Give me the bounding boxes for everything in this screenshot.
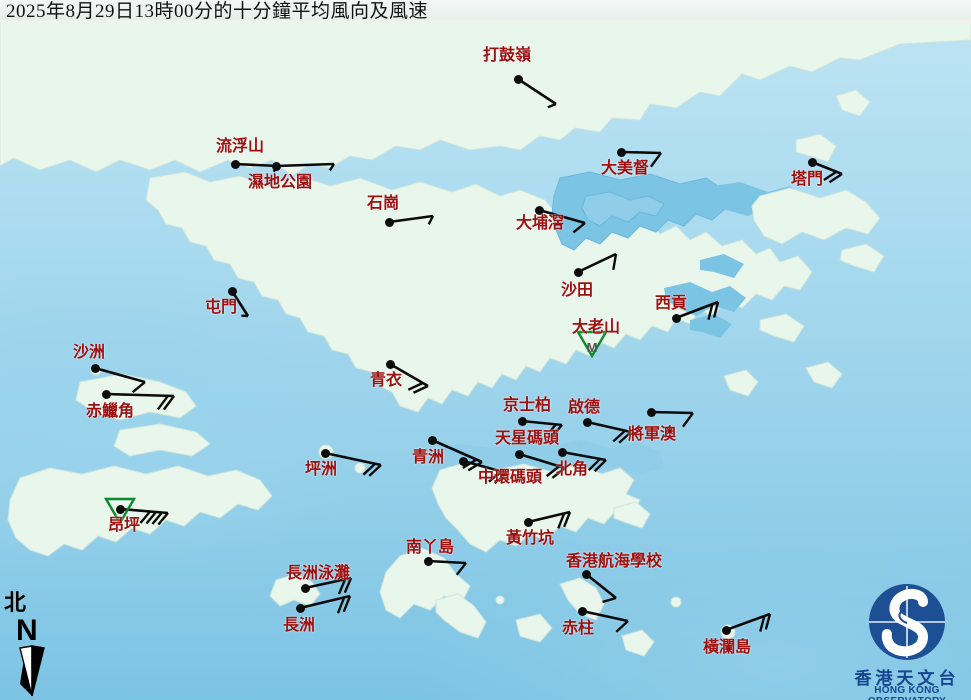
station-dot-icon [514, 449, 524, 459]
station-label: 塔門 [791, 171, 824, 188]
station-label: 赤鱲角 [86, 403, 135, 420]
wind-barb-icon [586, 420, 632, 444]
station-dot-icon [577, 606, 587, 616]
wind-barb-icon [577, 252, 618, 274]
station-label: 青衣 [370, 372, 403, 389]
station-label: 流浮山 [216, 138, 265, 155]
station-dot-icon [423, 556, 433, 566]
wind-barb-icon [324, 451, 382, 477]
station-dot-icon [384, 217, 394, 227]
station-label: 沙田 [561, 282, 594, 299]
compass-label-en: N [16, 614, 38, 647]
station-dot-icon [115, 504, 125, 514]
station-label: 長洲 [283, 617, 316, 634]
compass-label-cn: 北 [4, 590, 27, 615]
station-label: 濕地公園 [248, 174, 313, 191]
station-dot-icon [458, 456, 468, 466]
station-label: 石崗 [367, 195, 400, 212]
wind-barb-icon [275, 162, 336, 172]
station-dot-icon [534, 205, 544, 215]
station-dot-icon [271, 161, 281, 171]
station-dot-icon [300, 583, 310, 593]
station-dot-icon [230, 159, 240, 169]
station-label: 大埔滘 [516, 215, 565, 232]
station-dot-icon [513, 74, 523, 84]
station-label: 西貢 [655, 295, 688, 312]
wind-barb-icon [304, 576, 353, 595]
station-label: 屯門 [205, 299, 238, 316]
station-label: 京士柏 [503, 397, 552, 414]
wind-barb-icon [299, 594, 352, 614]
station-dot-icon [573, 267, 583, 277]
station-dot-icon [227, 286, 237, 296]
wind-barb-icon [389, 362, 429, 394]
station-label: 橫瀾島 [703, 639, 752, 656]
station-dot-icon [616, 147, 626, 157]
hko-logo: 香港天文台 HONG KONG OBSERVATORY [845, 582, 969, 700]
station-dot-icon [557, 447, 567, 457]
station-dot-icon [646, 407, 656, 417]
station-label: 大老山 [572, 319, 621, 336]
station-label: 赤柱 [562, 620, 595, 637]
station-label: 打鼓嶺 [483, 47, 532, 64]
station-label: 坪洲 [305, 461, 338, 478]
station-label: 昂坪 [108, 517, 141, 534]
wind-barb-icon [518, 452, 566, 479]
wind-barb-icon [538, 208, 586, 234]
title-bar [0, 0, 971, 24]
station-dot-icon [523, 517, 533, 527]
station-unavailable-triangle-icon [575, 330, 609, 359]
station-dot-icon [721, 625, 731, 635]
compass-needle-icon [19, 645, 45, 697]
wind-barb-icon [388, 214, 435, 225]
wind-barb-icon [561, 450, 607, 473]
wind-barb-icon [517, 77, 557, 109]
station-dot-icon [320, 448, 330, 458]
station-dot-icon [807, 157, 817, 167]
wind-barb-icon [427, 559, 467, 576]
station-dot-icon [517, 416, 527, 426]
hko-logo-en: HONG KONG OBSERVATORY [868, 685, 946, 700]
station-dot-icon [101, 389, 111, 399]
station-label: 北角 [556, 461, 589, 478]
wind-barb-icon [675, 300, 720, 320]
wind-barb-icon [725, 612, 772, 632]
wind-barb-icon [581, 609, 629, 633]
hko-emblem-icon [869, 584, 945, 660]
compass-rose: 北 N [2, 592, 62, 700]
wind-barb-icon [462, 459, 508, 485]
station-label: 長洲泳灘 [286, 565, 351, 582]
station-label: 將軍澳 [628, 426, 677, 443]
wind-barb-icon [94, 366, 146, 394]
station-dot-icon [295, 603, 305, 613]
wind-barb-icon [811, 160, 843, 184]
station-label: 青洲 [412, 449, 445, 466]
station-dot-icon [90, 363, 100, 373]
wind-barb-icon [650, 410, 694, 428]
station-dot-icon [582, 417, 592, 427]
station-missing-data-label: M [586, 340, 598, 355]
wind-barb-icon [521, 419, 563, 438]
wind-barb-icon [105, 392, 175, 411]
page-title: 2025年8月29日13時00分的十分鐘平均風向及風速 [6, 1, 429, 22]
station-label: 天星碼頭 [495, 430, 560, 447]
station-dot-icon [385, 359, 395, 369]
station-dot-icon [427, 435, 437, 445]
station-label: 大美督 [601, 160, 650, 177]
station-label: 中環碼頭 [478, 469, 543, 486]
wind-barb-icon [585, 572, 617, 604]
station-label: 啟德 [568, 399, 601, 416]
station-dot-icon [581, 569, 591, 579]
station-unavailable-triangle-icon [103, 497, 137, 526]
wind-barb-icon [620, 150, 662, 168]
wind-barb-icon [527, 510, 572, 529]
hko-logo-cn: 香港天文台 [854, 669, 960, 688]
station-label: 沙洲 [73, 344, 106, 361]
station-label: 香港航海學校 [566, 553, 663, 570]
station-label: 黃竹坑 [506, 530, 555, 547]
station-dot-icon [671, 313, 681, 323]
station-label: 南丫島 [406, 539, 455, 556]
